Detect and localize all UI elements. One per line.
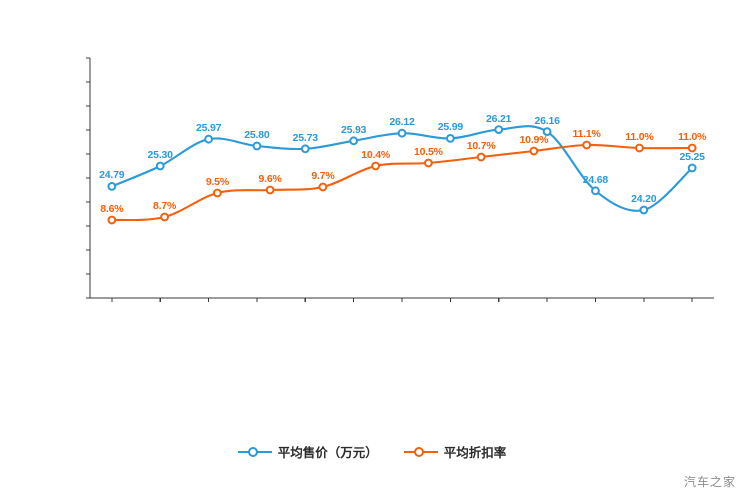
legend-label: 平均售价（万元） — [277, 446, 378, 460]
data-point-marker[interactable] — [204, 134, 213, 144]
data-point-label: 11.0% — [678, 131, 707, 143]
chart-axes — [86, 57, 714, 302]
data-point-label: 24.79 — [99, 169, 125, 182]
data-point-marker[interactable] — [542, 127, 552, 137]
data-point-marker[interactable] — [252, 141, 262, 151]
data-point-marker[interactable] — [687, 143, 697, 153]
data-point-label: 8.6% — [100, 203, 124, 215]
data-point-marker[interactable] — [155, 161, 165, 171]
data-point-marker[interactable] — [318, 182, 328, 192]
data-point-marker[interactable] — [582, 140, 592, 150]
data-point-label: 9.5% — [205, 176, 229, 188]
data-point-label: 25.25 — [679, 151, 705, 163]
data-point-marker[interactable] — [107, 182, 117, 191]
line-marker-icon — [237, 445, 272, 459]
data-point-marker[interactable] — [476, 152, 486, 162]
legend-dot — [413, 446, 424, 457]
data-point-label: 8.7% — [153, 200, 177, 212]
data-point-marker[interactable] — [591, 186, 600, 196]
chart-legend: 平均售价（万元） 平均折扣率 — [0, 442, 744, 461]
data-point-marker[interactable] — [687, 163, 697, 173]
legend-dot — [247, 446, 258, 457]
data-point-label: 25.73 — [292, 131, 318, 144]
data-point-label: 25.99 — [437, 121, 464, 134]
legend-label: 平均折扣率 — [443, 446, 507, 460]
data-point-label: 26.21 — [486, 112, 512, 125]
chart-series-group — [107, 125, 697, 225]
chart-series — [107, 140, 697, 225]
series-line — [110, 143, 694, 222]
data-point-label: 25.80 — [244, 129, 270, 141]
legend-item[interactable]: 平均折扣率 — [403, 442, 507, 461]
data-point-marker[interactable] — [349, 136, 359, 146]
data-point-marker[interactable] — [212, 188, 222, 198]
data-point-label: 26.16 — [534, 114, 560, 127]
data-point-label: 25.30 — [147, 149, 173, 161]
legend-item[interactable]: 平均售价（万元） — [237, 442, 378, 461]
data-point-label: 11.1% — [572, 128, 601, 140]
data-point-label: 24.68 — [582, 173, 609, 186]
data-point-label: 24.20 — [631, 193, 657, 205]
data-point-label: 26.12 — [389, 116, 415, 129]
data-point-marker[interactable] — [423, 158, 433, 168]
data-point-marker[interactable] — [494, 125, 504, 135]
chart-series — [107, 125, 697, 215]
series-line — [110, 125, 694, 212]
data-point-label: 9.6% — [258, 173, 282, 185]
data-point-marker[interactable] — [371, 161, 381, 171]
data-point-marker[interactable] — [160, 212, 170, 222]
y-axis-ticks — [86, 57, 90, 299]
data-point-marker[interactable] — [300, 144, 310, 154]
data-point-marker[interactable] — [265, 185, 275, 195]
data-point-label: 10.9% — [519, 134, 549, 146]
data-point-label: 25.97 — [195, 122, 222, 135]
data-point-marker[interactable] — [639, 205, 649, 215]
data-point-marker[interactable] — [445, 134, 455, 143]
data-point-label: 9.7% — [311, 170, 335, 182]
line-marker-icon — [403, 445, 438, 459]
data-point-label: 10.4% — [361, 149, 390, 161]
x-axis-ticks — [111, 298, 693, 302]
data-point-label: 10.5% — [414, 146, 443, 158]
data-point-marker[interactable] — [397, 128, 407, 138]
data-point-marker[interactable] — [529, 146, 539, 156]
data-point-marker[interactable] — [107, 215, 117, 225]
data-point-label: 11.0% — [625, 131, 654, 143]
data-point-label: 10.7% — [466, 140, 496, 152]
data-point-marker[interactable] — [635, 143, 644, 153]
data-point-label: 25.93 — [340, 123, 367, 136]
watermark-autohome: 汽车之家 — [683, 475, 736, 489]
